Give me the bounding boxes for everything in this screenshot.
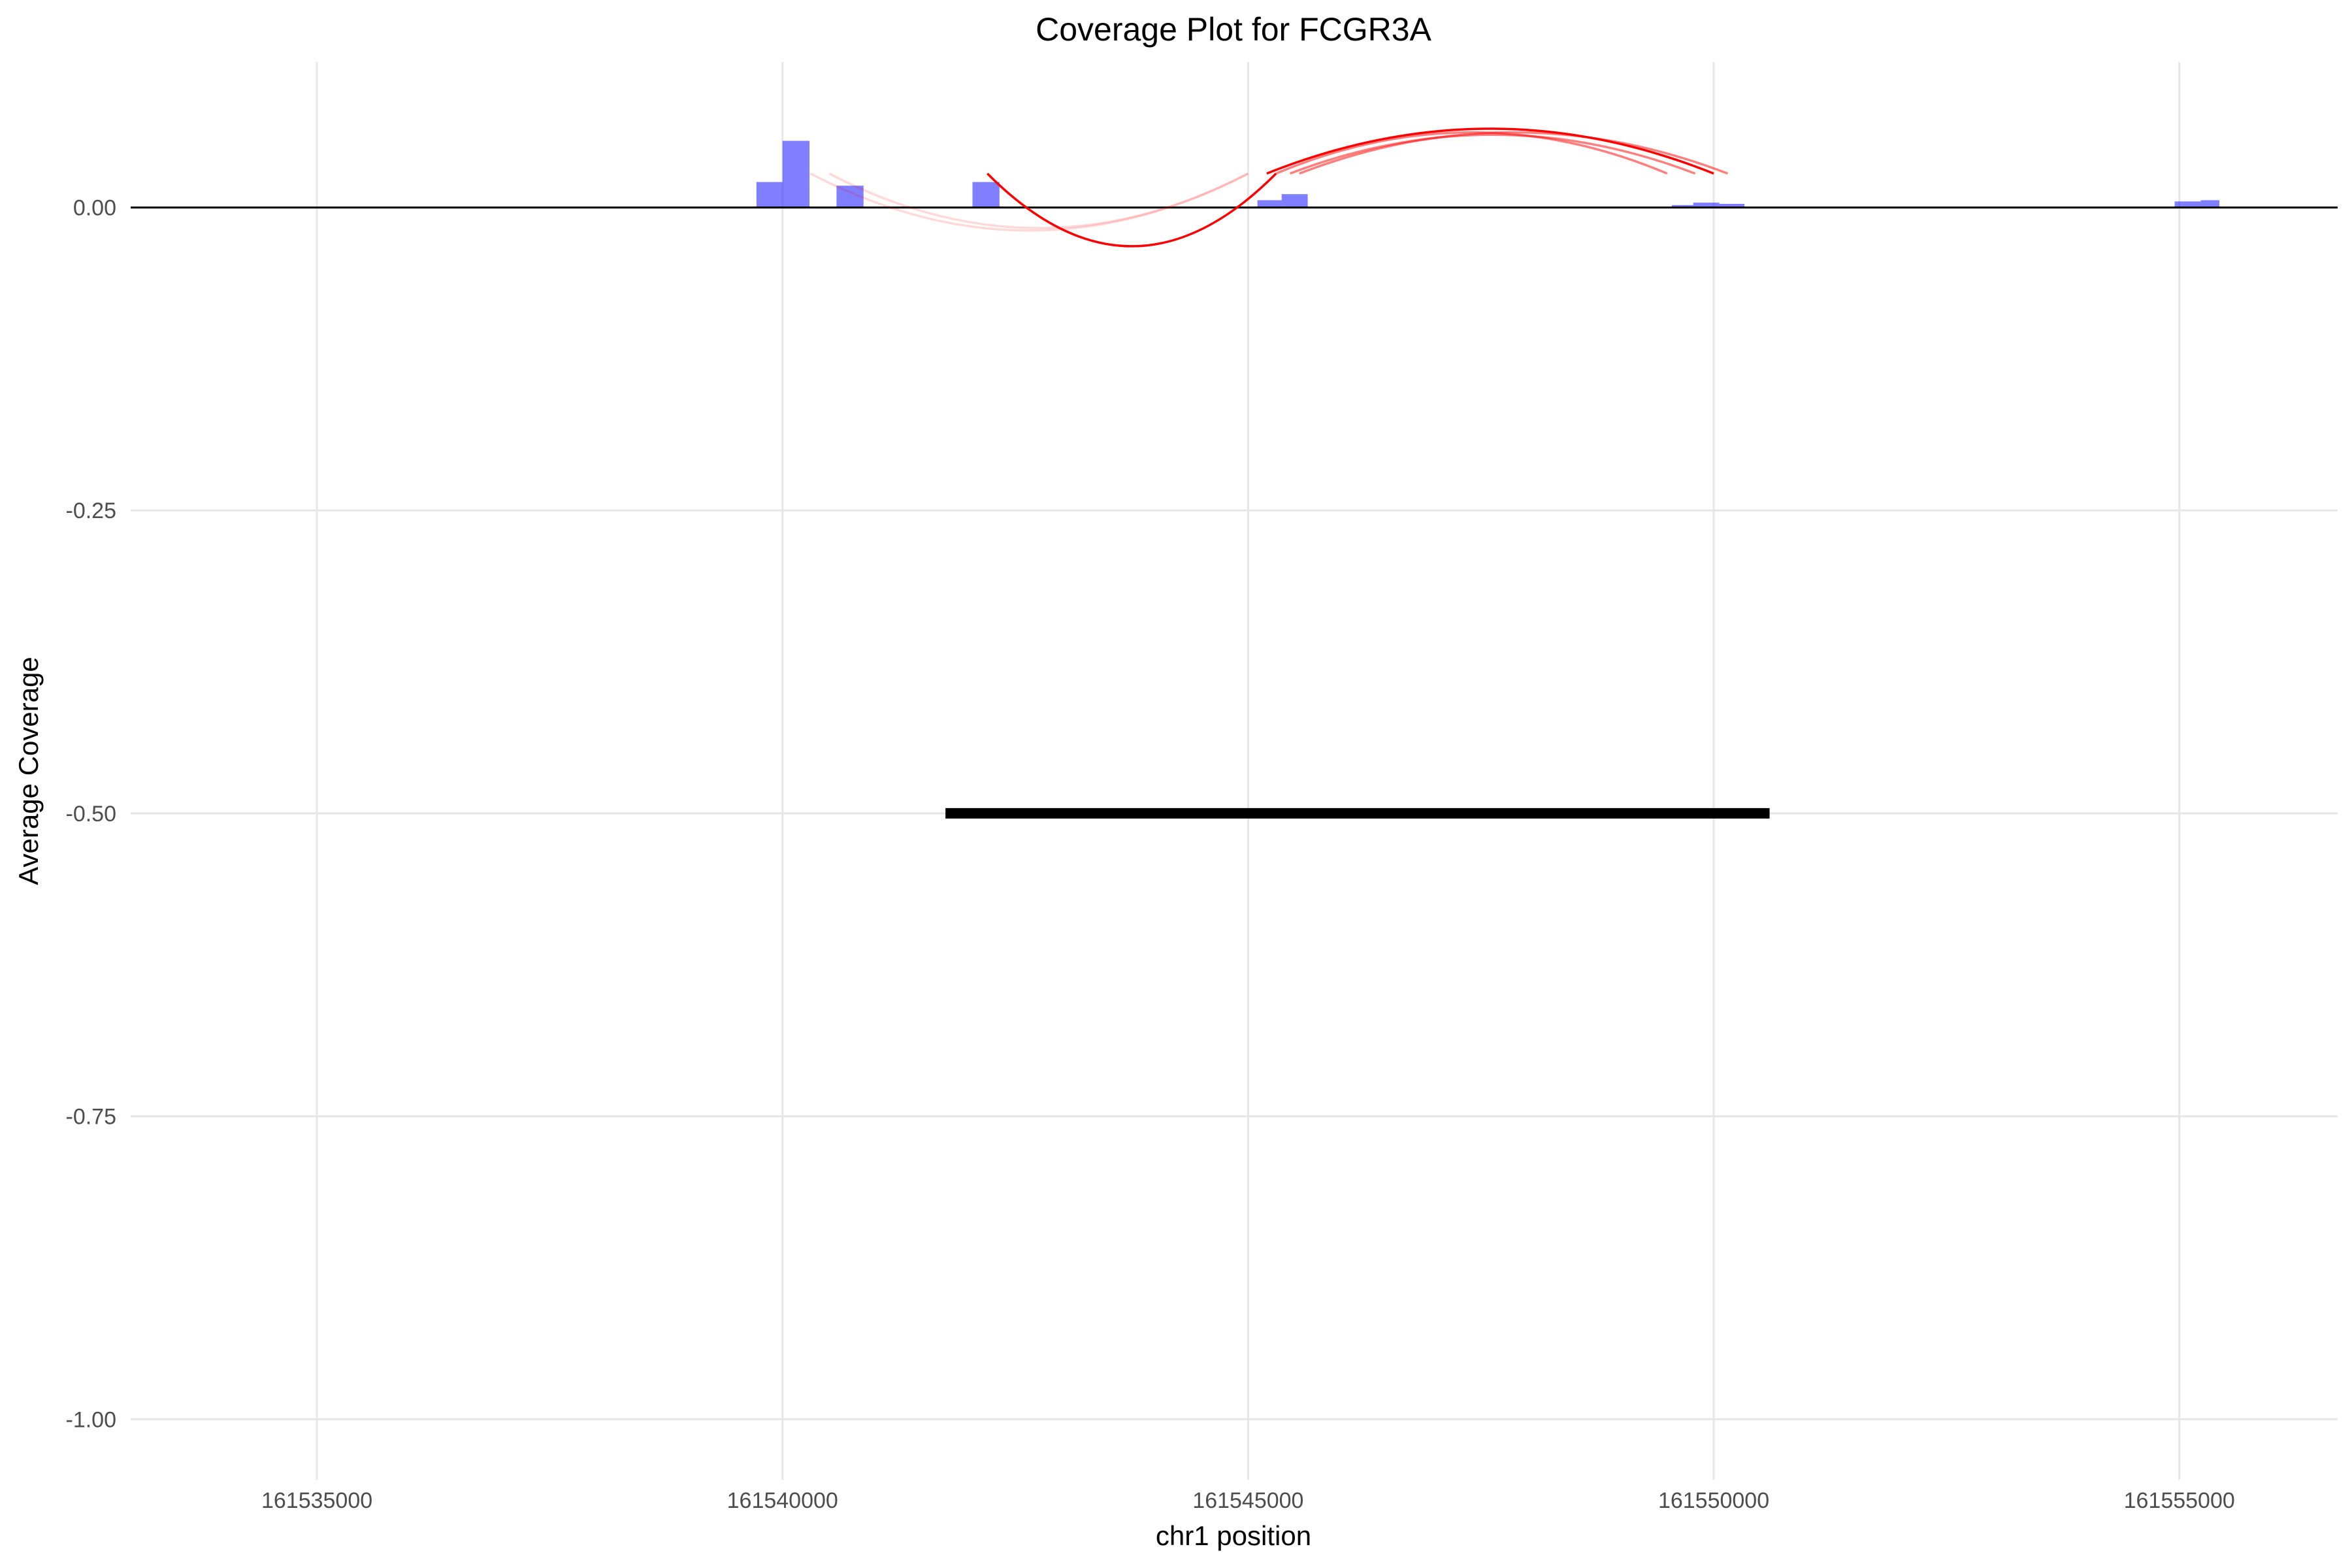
y-tick-label: 0.00 [73,196,116,221]
coverage-bar [1671,204,1693,208]
chart-title: Coverage Plot for FCGR3A [1036,11,1431,48]
splice-arc [809,172,1249,232]
coverage-bar [1257,200,1282,208]
coverage-bar [756,182,783,208]
x-tick-label: 161550000 [1658,1488,1769,1513]
grid-lines [131,62,2338,1480]
tick-labels: 161535000 161540000 161545000 161550000 1615… [66,196,2235,1513]
x-tick-label: 161535000 [261,1488,372,1513]
coverage-bar [2174,201,2201,208]
splice-arc [828,172,1249,229]
y-axis-title: Average Coverage [13,657,44,885]
y-tick-label: -0.25 [66,498,117,523]
y-tick-label: -0.50 [66,802,117,826]
x-tick-label: 161540000 [727,1488,838,1513]
coverage-bar [836,186,864,208]
coverage-bar [1281,194,1308,208]
coverage-bar [1693,203,1720,208]
x-tick-label: 161545000 [1192,1488,1303,1513]
y-tick-label: -1.00 [66,1407,117,1432]
y-tick-label: -0.75 [66,1105,117,1130]
coverage-bar [782,140,810,208]
splice-arc [987,172,1277,248]
coverage-bar [972,182,1000,208]
splice-arc [1266,127,1714,175]
splice-arc [1275,131,1668,175]
coverage-bar [2200,200,2219,208]
splice-arcs [809,127,1729,248]
splice-arc [1289,133,1696,175]
splice-arc [1299,131,1729,175]
x-tick-label: 161555000 [2124,1488,2235,1513]
coverage-bar [1719,204,1745,208]
x-axis-title: chr1 position [1156,1520,1311,1551]
coverage-bars [756,140,2219,208]
